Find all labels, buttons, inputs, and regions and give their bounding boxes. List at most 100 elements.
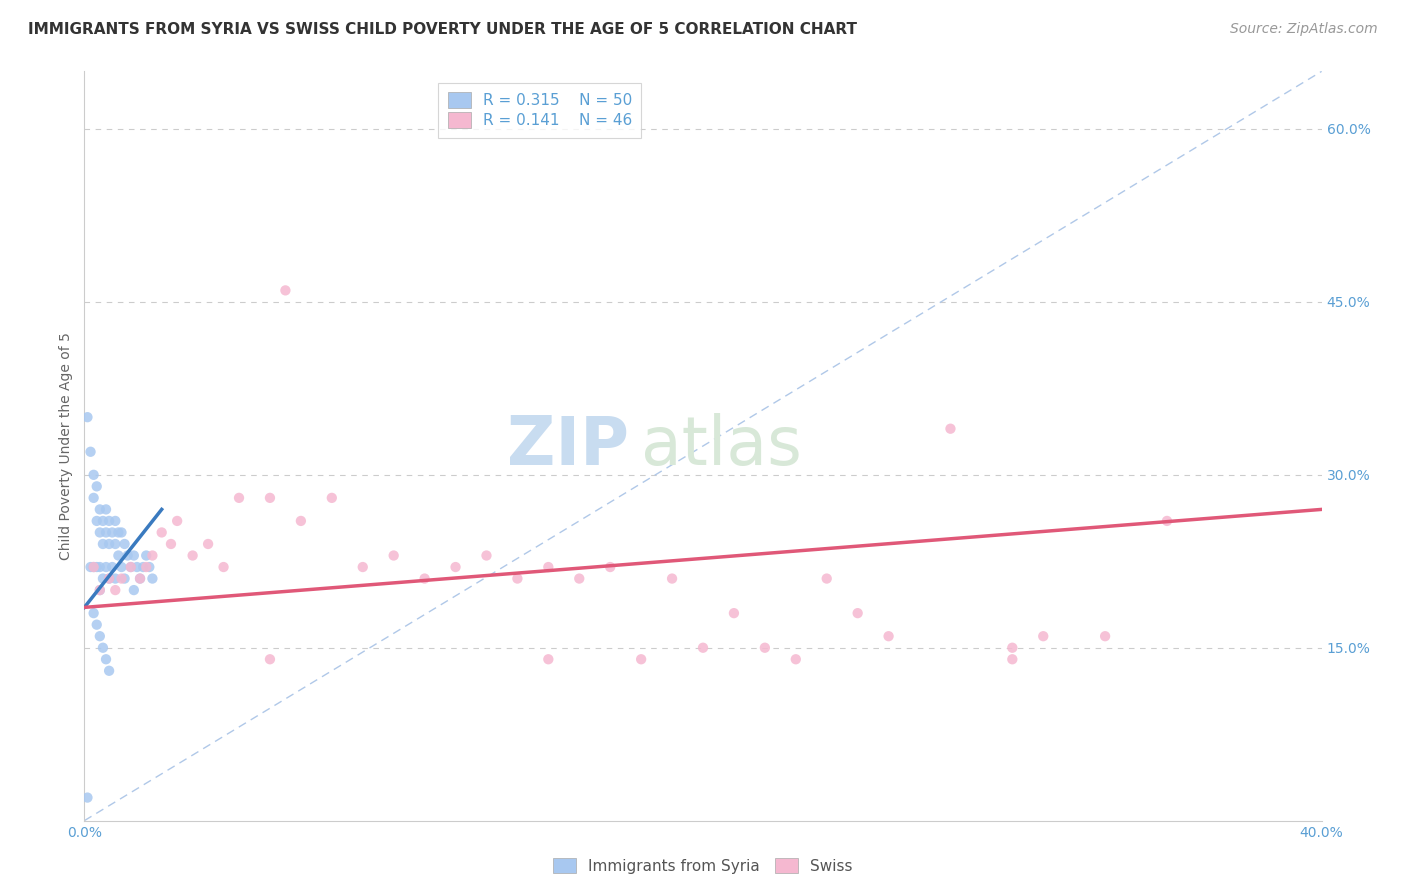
Point — [259, 491, 281, 505]
Point — [101, 560, 124, 574]
Point — [91, 640, 114, 655]
Point — [475, 549, 498, 563]
Point — [444, 560, 467, 574]
Point — [107, 549, 129, 563]
Point — [132, 560, 155, 574]
Point — [101, 525, 124, 540]
Point — [661, 572, 683, 586]
Point — [166, 514, 188, 528]
Point — [98, 537, 121, 551]
Point — [537, 560, 560, 574]
Point — [181, 549, 204, 563]
Point — [568, 572, 591, 586]
Point — [138, 560, 160, 574]
Point — [79, 444, 101, 458]
Point — [122, 549, 145, 563]
Point — [877, 629, 900, 643]
Point — [98, 572, 121, 586]
Legend: Immigrants from Syria, Swiss: Immigrants from Syria, Swiss — [547, 852, 859, 880]
Point — [692, 640, 714, 655]
Point — [114, 572, 136, 586]
Point — [815, 572, 838, 586]
Point — [86, 617, 108, 632]
Point — [79, 560, 101, 574]
Point — [89, 560, 111, 574]
Point — [98, 514, 121, 528]
Point — [413, 572, 436, 586]
Point — [104, 572, 127, 586]
Point — [141, 572, 163, 586]
Point — [537, 652, 560, 666]
Text: ZIP: ZIP — [506, 413, 628, 479]
Point — [89, 583, 111, 598]
Point — [599, 560, 621, 574]
Point — [86, 514, 108, 528]
Point — [785, 652, 807, 666]
Point — [1001, 652, 1024, 666]
Point — [110, 572, 132, 586]
Point — [120, 560, 142, 574]
Point — [83, 606, 105, 620]
Point — [1156, 514, 1178, 528]
Point — [321, 491, 343, 505]
Point — [91, 537, 114, 551]
Point — [846, 606, 869, 620]
Point — [506, 572, 529, 586]
Point — [228, 491, 250, 505]
Point — [110, 525, 132, 540]
Point — [86, 479, 108, 493]
Point — [160, 537, 183, 551]
Text: Source: ZipAtlas.com: Source: ZipAtlas.com — [1230, 22, 1378, 37]
Point — [382, 549, 405, 563]
Point — [83, 560, 105, 574]
Point — [98, 572, 121, 586]
Point — [129, 572, 152, 586]
Point — [754, 640, 776, 655]
Point — [274, 284, 297, 298]
Point — [94, 502, 117, 516]
Point — [76, 410, 98, 425]
Legend: R = 0.315    N = 50, R = 0.141    N = 46: R = 0.315 N = 50, R = 0.141 N = 46 — [439, 83, 641, 137]
Point — [94, 652, 117, 666]
Text: IMMIGRANTS FROM SYRIA VS SWISS CHILD POVERTY UNDER THE AGE OF 5 CORRELATION CHAR: IMMIGRANTS FROM SYRIA VS SWISS CHILD POV… — [28, 22, 858, 37]
Point — [89, 502, 111, 516]
Point — [114, 537, 136, 551]
Point — [89, 525, 111, 540]
Point — [89, 583, 111, 598]
Y-axis label: Child Poverty Under the Age of 5: Child Poverty Under the Age of 5 — [59, 332, 73, 560]
Point — [94, 525, 117, 540]
Point — [1001, 640, 1024, 655]
Point — [352, 560, 374, 574]
Point — [150, 525, 173, 540]
Point — [1032, 629, 1054, 643]
Point — [120, 560, 142, 574]
Point — [122, 583, 145, 598]
Point — [135, 560, 157, 574]
Point — [91, 572, 114, 586]
Text: atlas: atlas — [641, 413, 801, 479]
Point — [259, 652, 281, 666]
Point — [104, 514, 127, 528]
Point — [91, 514, 114, 528]
Point — [83, 491, 105, 505]
Point — [117, 549, 139, 563]
Point — [98, 664, 121, 678]
Point — [290, 514, 312, 528]
Point — [83, 467, 105, 482]
Point — [135, 549, 157, 563]
Point — [1094, 629, 1116, 643]
Point — [94, 560, 117, 574]
Point — [125, 560, 148, 574]
Point — [76, 790, 98, 805]
Point — [630, 652, 652, 666]
Point — [723, 606, 745, 620]
Point — [104, 583, 127, 598]
Point — [129, 572, 152, 586]
Point — [83, 560, 105, 574]
Point — [89, 629, 111, 643]
Point — [107, 525, 129, 540]
Point — [939, 422, 962, 436]
Point — [86, 560, 108, 574]
Point — [197, 537, 219, 551]
Point — [110, 560, 132, 574]
